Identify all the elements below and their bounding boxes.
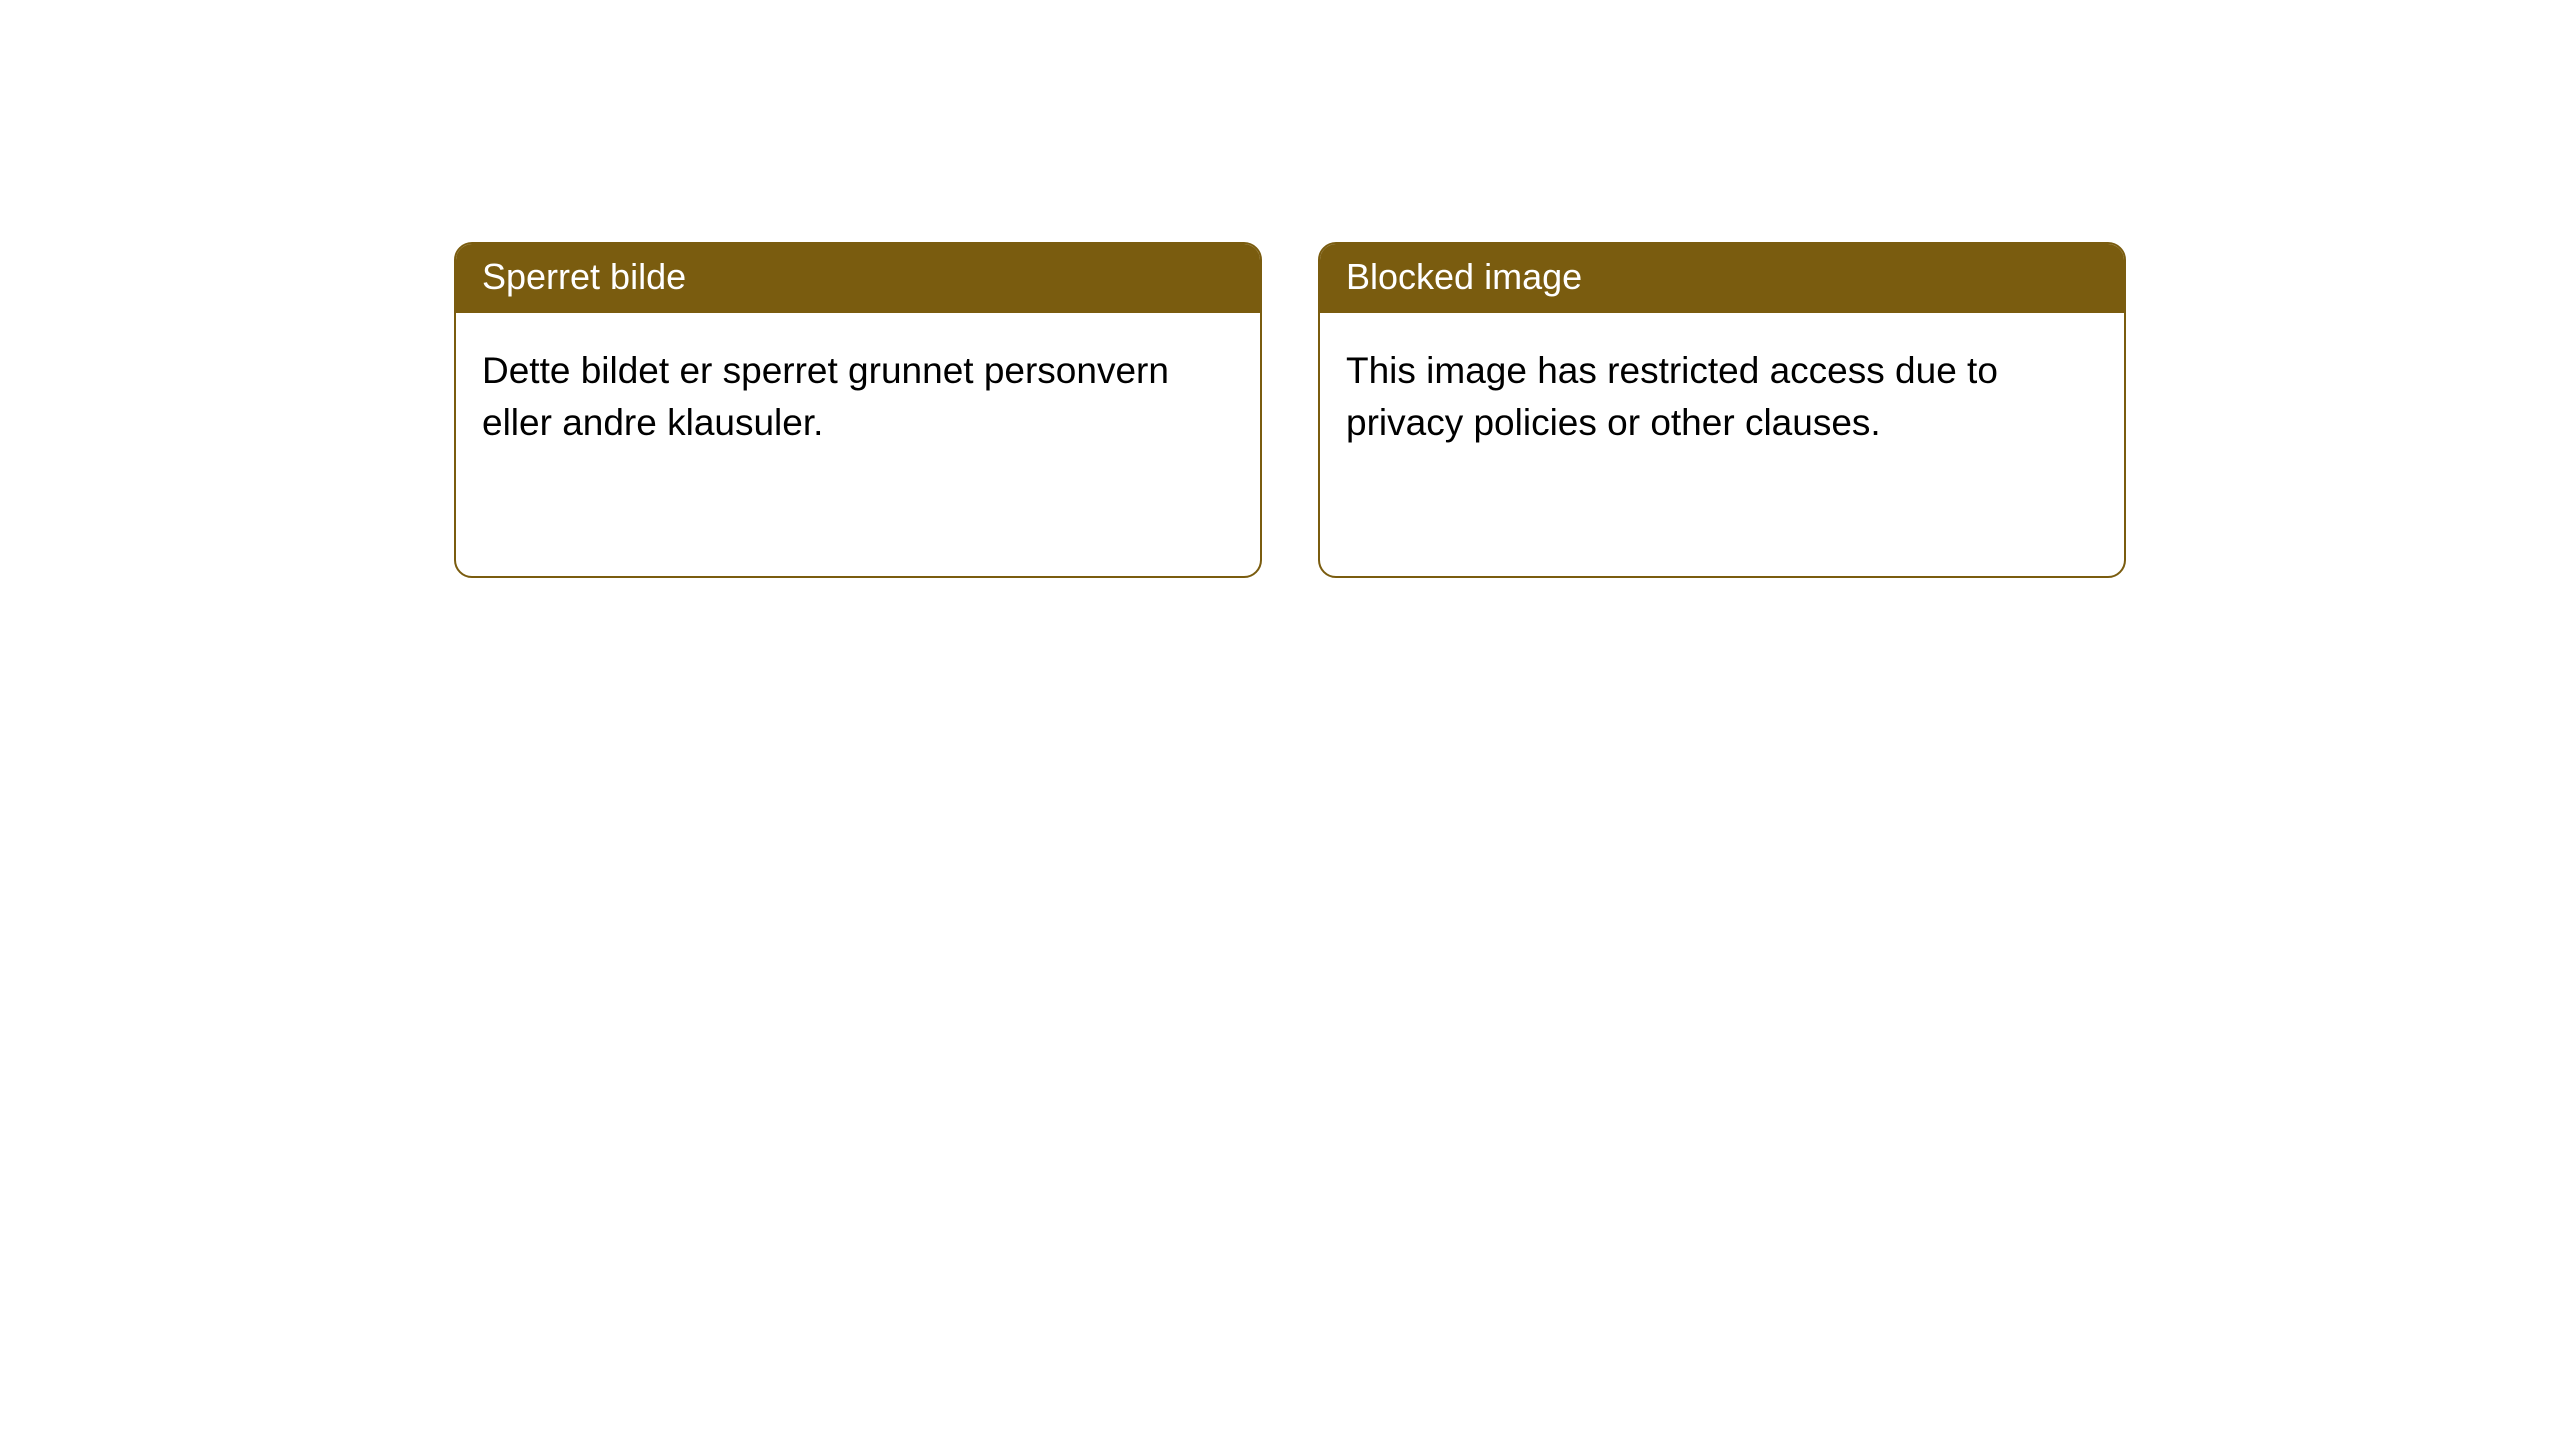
notice-title-norwegian: Sperret bilde (456, 244, 1260, 313)
notice-body-english: This image has restricted access due to … (1320, 313, 2124, 475)
notice-title-english: Blocked image (1320, 244, 2124, 313)
notice-container: Sperret bilde Dette bildet er sperret gr… (0, 0, 2560, 578)
notice-card-english: Blocked image This image has restricted … (1318, 242, 2126, 578)
notice-card-norwegian: Sperret bilde Dette bildet er sperret gr… (454, 242, 1262, 578)
notice-body-norwegian: Dette bildet er sperret grunnet personve… (456, 313, 1260, 475)
